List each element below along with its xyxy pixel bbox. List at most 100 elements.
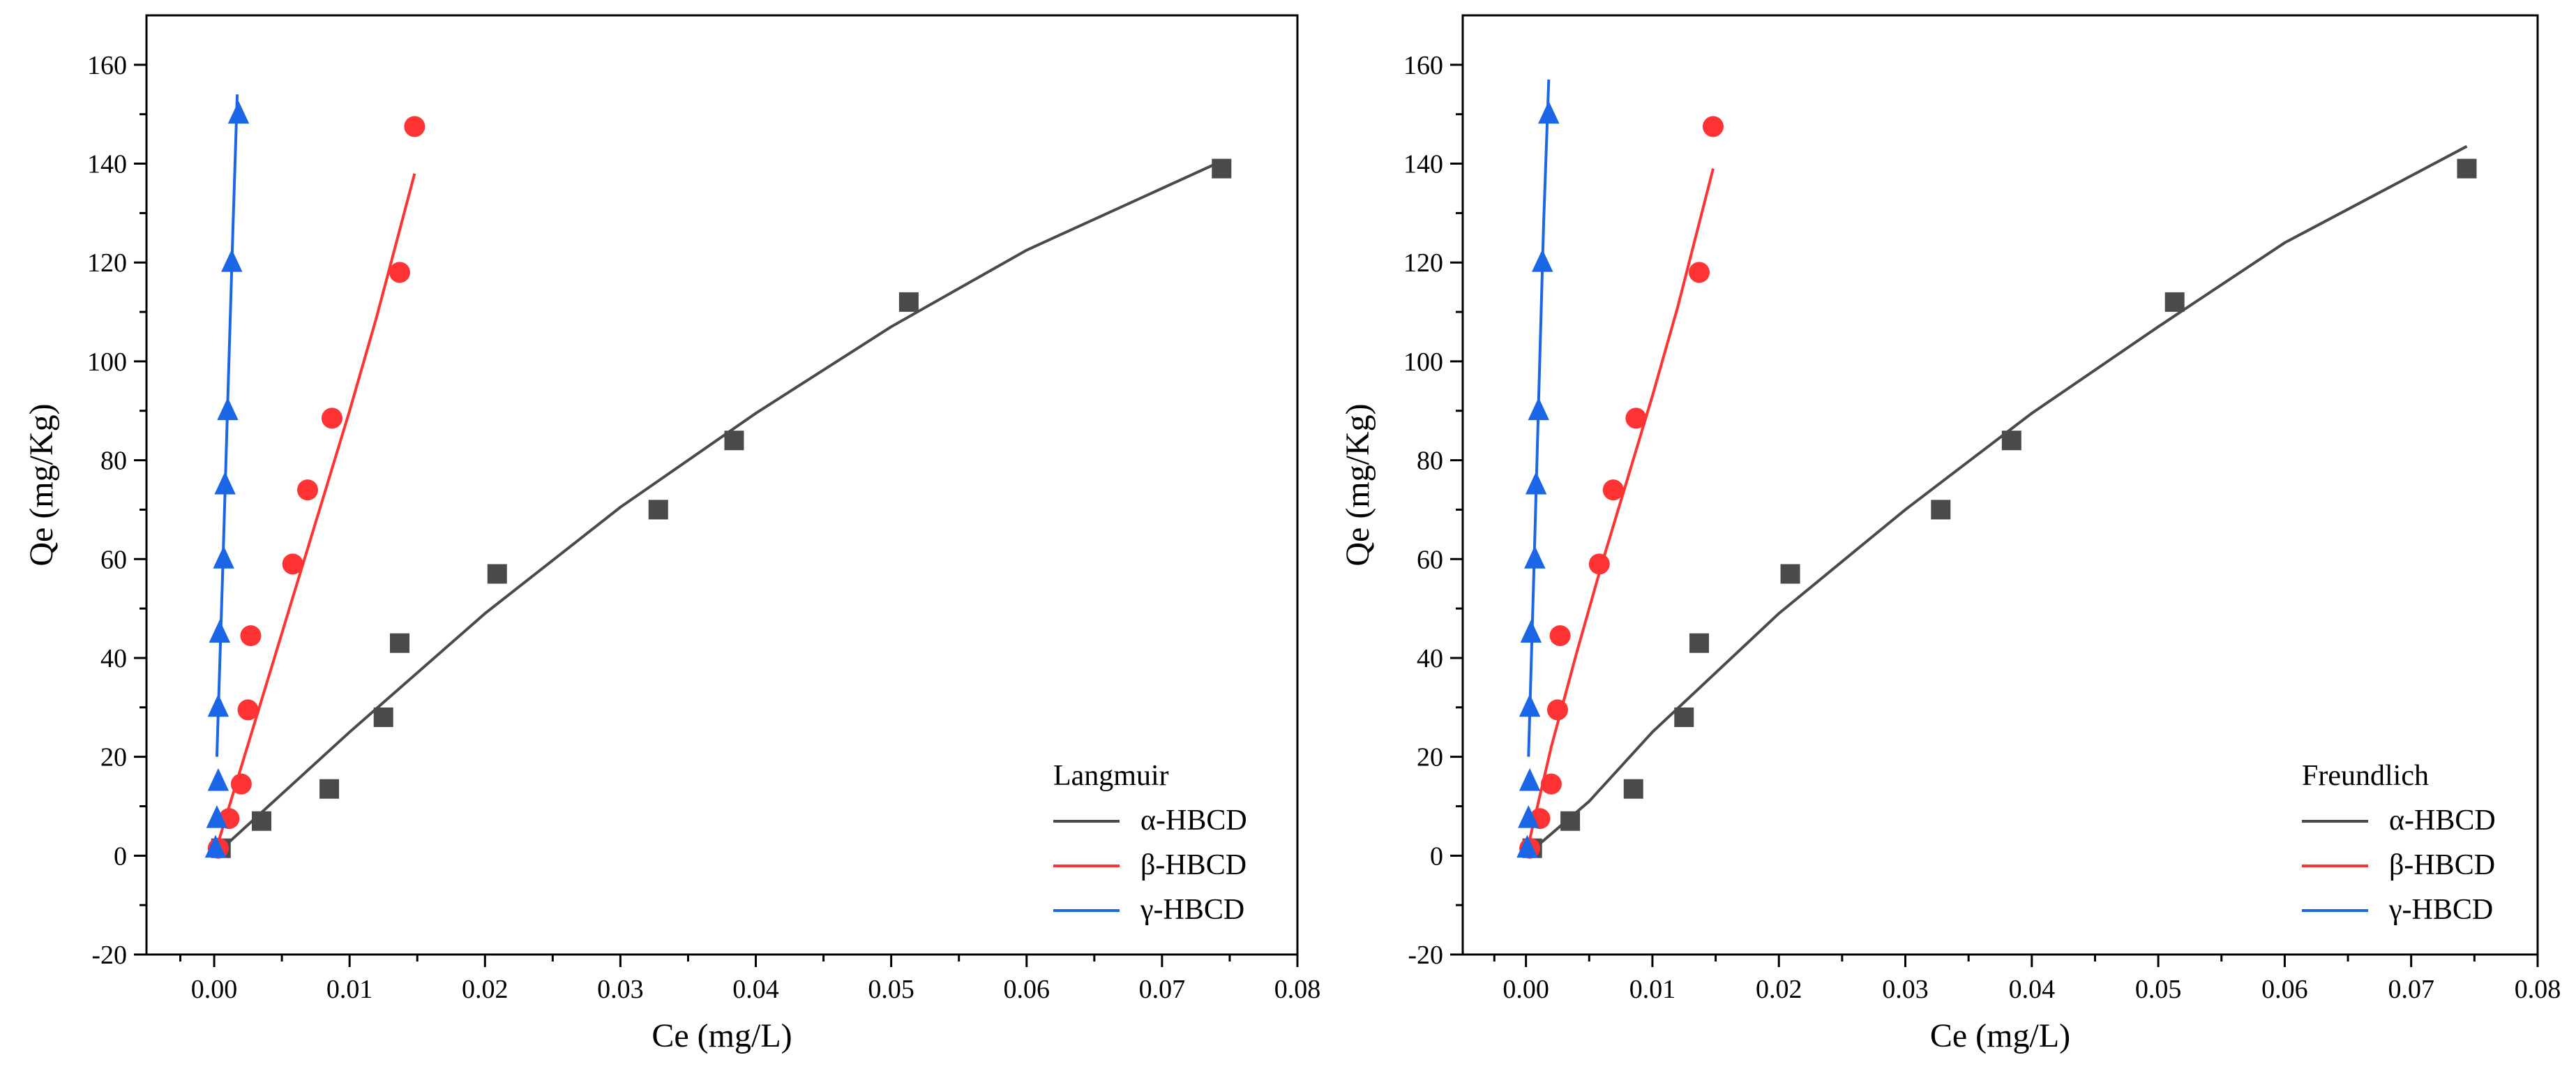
panel-right-point-triangle — [1519, 768, 1541, 791]
panel-left-x-tick-label: 0.07 — [1139, 975, 1186, 1004]
panel-right-point-triangle — [1519, 694, 1541, 717]
panel-left-point-square — [390, 633, 409, 653]
panel-left-y-axis-label: Qe (mg/Kg) — [23, 403, 60, 566]
panel-right-point-square — [1931, 500, 1951, 520]
panel-right-point-circle — [1549, 625, 1571, 647]
panel-left-plot-frame — [145, 14, 1299, 956]
panel-left-y-tick-label: 60 — [100, 545, 127, 574]
panel-right-x-tick-label: 0.04 — [2009, 975, 2056, 1004]
panel-left-y-tick-label: 100 — [87, 347, 127, 377]
panel-left-legend-label: β-HBCD — [1140, 849, 1246, 881]
panel-right-legend-label: γ-HBCD — [2388, 894, 2493, 926]
panel-left-fit-line-triangle — [215, 94, 239, 757]
panel-right-point-triangle — [1524, 546, 1546, 569]
panel-right-x-tick-label: 0.08 — [2515, 975, 2561, 1004]
panel-right-fit-line-circle — [1524, 168, 1715, 856]
panel-right-y-tick-label: 140 — [1403, 150, 1443, 179]
panel-right-point-triangle — [1518, 805, 1539, 828]
panel-left-x-tick-label: 0.03 — [597, 975, 644, 1004]
panel-right-point-circle — [1588, 553, 1610, 575]
panel-right-y-tick-label: 40 — [1417, 644, 1443, 673]
panel-left-point-triangle — [213, 546, 234, 569]
panel-right-x-tick-label: 0.02 — [1756, 975, 1802, 1004]
panel-right-y-tick-label: 100 — [1403, 347, 1443, 377]
panel-right-point-square — [2001, 431, 2021, 451]
panel-right-point-circle — [1689, 262, 1710, 283]
panel-left-point-square — [1212, 158, 1232, 179]
panel-left-legend-label: γ-HBCD — [1140, 894, 1244, 926]
panel-left-point-circle — [297, 479, 318, 501]
panel-right-x-tick-label: 0.01 — [1629, 975, 1676, 1004]
panel-right-point-triangle — [1525, 471, 1547, 495]
panel-right-legend-label: β-HBCD — [2389, 849, 2495, 881]
panel-left-point-square — [319, 779, 340, 799]
panel-right-point-square — [1674, 707, 1694, 727]
panel-right-point-circle — [1540, 773, 1562, 795]
panel-left-point-triangle — [207, 694, 229, 717]
panel-left-x-tick-label: 0.05 — [868, 975, 914, 1004]
panel-right-point-triangle — [1538, 100, 1560, 124]
panel-left-point-square — [373, 707, 393, 727]
panel-right-y-axis-label: Qe (mg/Kg) — [1339, 403, 1376, 566]
panel-right-point-triangle — [1528, 397, 1549, 421]
panel-right-x-axis-label: Ce (mg/L) — [1930, 1017, 2070, 1054]
panel-right-x-tick-label: 0.07 — [2388, 975, 2434, 1004]
panel-right-x-tick-label: 0.03 — [1882, 975, 1929, 1004]
panel-right-point-square — [1560, 811, 1581, 831]
panel-left-point-square — [648, 500, 668, 520]
panel-right-y-tick-label: 60 — [1417, 545, 1443, 574]
panel-right-legend-title: Freundlich — [2302, 760, 2429, 792]
panel-left-point-triangle — [206, 805, 228, 828]
panel-right-y-tick-label: -20 — [1408, 941, 1443, 970]
panel-left-point-circle — [282, 553, 303, 575]
panel-left-x-tick-label: 0.04 — [732, 975, 779, 1004]
panel-left-point-triangle — [207, 768, 229, 791]
panel-left-point-triangle — [221, 249, 243, 272]
panel-left-point-triangle — [227, 100, 250, 124]
panel-right-x-tick-label: 0.05 — [2135, 975, 2182, 1004]
panel-left-x-tick-label: 0.08 — [1274, 975, 1321, 1004]
panel-right-y-tick-label: 160 — [1403, 51, 1443, 80]
panel-right-fit-line-square — [1525, 144, 2468, 857]
panel-left-y-tick-label: 120 — [87, 248, 127, 278]
panel-right-point-square — [1623, 779, 1643, 799]
panel-right-legend-label: α-HBCD — [2389, 805, 2496, 837]
panel-right-y-tick-label: 80 — [1417, 447, 1443, 476]
panel-left-point-triangle — [209, 620, 231, 643]
panel-left-point-square — [252, 811, 271, 831]
panel-left-point-circle — [240, 625, 262, 647]
panel-left-point-circle — [237, 699, 259, 721]
panel-right-y-tick-label: 0 — [1430, 841, 1443, 871]
panel-left-x-tick-label: 0.00 — [191, 975, 238, 1004]
panel-left-x-tick-label: 0.01 — [326, 975, 373, 1004]
panel-left-legend-label: α-HBCD — [1140, 805, 1247, 837]
panel-left-point-circle — [230, 773, 252, 795]
panel-right-x-tick-label: 0.06 — [2261, 975, 2308, 1004]
panel-left-fit-line-circle — [213, 173, 416, 856]
panel-right-point-square — [1689, 633, 1710, 653]
panel-right-point-square — [2164, 292, 2185, 312]
panel-right-point-circle — [1625, 407, 1647, 429]
panel-left-point-circle — [404, 116, 425, 137]
panel-left-point-square — [487, 564, 507, 584]
panel-right-point-square — [1780, 564, 1800, 584]
panel-left-y-tick-label: 80 — [100, 447, 127, 476]
panel-left-point-circle — [321, 407, 342, 429]
panel-right-point-square — [2457, 158, 2477, 179]
panel-right-point-triangle — [1520, 620, 1542, 643]
panel-left-y-tick-label: 160 — [87, 51, 127, 80]
panel-right-plot-frame — [1461, 14, 2539, 956]
panel-left-point-triangle — [214, 471, 236, 495]
panel-right-y-tick-label: 120 — [1403, 248, 1443, 278]
panel-left-y-tick-label: -20 — [91, 941, 127, 970]
panel-left-x-axis-label: Ce (mg/L) — [651, 1017, 792, 1054]
panel-right-x-tick-label: 0.00 — [1502, 975, 1549, 1004]
panel-left-point-square — [898, 292, 919, 312]
panel-left-legend-title: Langmuir — [1053, 760, 1169, 792]
panel-right-point-circle — [1546, 699, 1568, 721]
panel-left-y-tick-label: 40 — [100, 644, 127, 673]
panel-left-x-tick-label: 0.02 — [462, 975, 509, 1004]
panel-left-point-square — [724, 431, 744, 451]
